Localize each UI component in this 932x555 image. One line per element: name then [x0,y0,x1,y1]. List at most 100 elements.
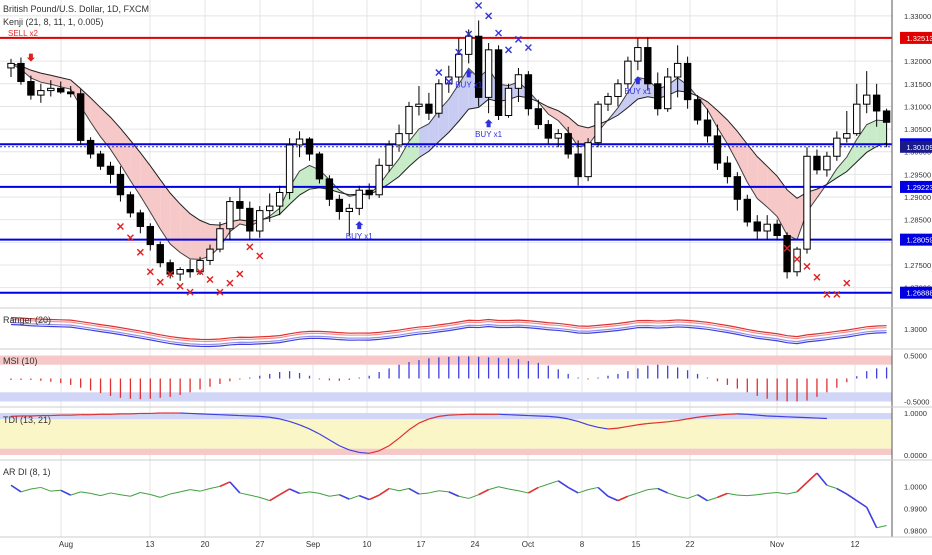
bearish-cross-marker [117,223,123,229]
ardi-line-segment [618,496,628,500]
buy-arrow-icon [355,221,363,229]
ardi-panel [11,473,887,528]
ardi-line-segment [290,489,300,493]
candle-body [655,84,661,109]
ardi-line-segment [538,484,548,487]
candle-body [446,77,452,84]
tdi-line-segment [608,428,618,429]
date-tick-label: 10 [363,540,372,549]
candle-body [565,134,571,154]
ranger-panel [11,318,887,347]
candle-body [127,195,133,213]
ardi-line-segment [319,493,329,496]
bullish-cross-marker [436,69,442,75]
ardi-line-segment [389,489,399,491]
candle-body [356,190,362,208]
tdi-line-segment [757,415,767,416]
candle-body [8,63,14,68]
buy-signal-label: BUY x1 [455,80,483,89]
candle-body [585,143,591,177]
ardi-line-segment [648,489,658,490]
date-tick-label: 22 [686,540,695,549]
ardi-line-segment [111,493,121,495]
price-tick-label: 1.28500 [904,216,931,225]
bullish-cross-marker [506,47,512,53]
ardi-line-segment [369,495,379,499]
candle-body [396,134,402,145]
price-tick-label: 1.33000 [904,12,931,21]
price-tick-label: 1.32000 [904,57,931,66]
candle-body [177,270,183,275]
msi-label: MSI (10) [3,356,38,366]
level-price-text: 1.32513 [906,34,932,43]
ardi-line-segment [518,491,528,493]
ardi-line-segment [180,490,190,492]
ardi-line-segment [837,489,847,495]
buy-signal-label: BUY x1 [475,130,503,139]
tdi-line-segment [260,416,270,417]
candle-body [426,104,432,113]
candle-body [97,154,103,166]
date-tick-label: 24 [471,540,480,549]
level-price-text: 1.30109 [906,143,932,152]
ardi-line-segment [130,493,140,497]
ardi-line-segment [449,492,459,496]
ardi-line-segment [270,495,280,501]
candle-body [326,179,332,199]
tdi-line-segment [708,415,718,416]
buy-signal-label: BUY x1 [624,87,652,96]
candle-body [456,54,462,77]
bearish-cross-marker [177,283,183,289]
date-tick-label: Aug [59,540,73,549]
bearish-cross-marker [237,271,243,277]
candle-body [684,63,690,99]
ardi-line-segment [509,489,519,491]
candle-body [774,224,780,235]
tdi-middle-band [0,419,892,448]
kenji-indicator-label: Kenji (21, 8, 11, 1, 0.005) [3,17,103,27]
ardi-line-segment [409,489,419,495]
candle-body [416,104,422,106]
bearish-cross-marker [844,280,850,286]
candle-body [864,95,870,104]
ardi-line-segment [250,495,260,497]
candle-body [346,208,352,211]
candle-body [77,94,83,141]
ardi-line-segment [120,495,130,497]
ardi-line-segment [867,507,877,527]
candle-body [525,75,531,109]
ardi-line-segment [757,493,767,494]
tdi-line-segment [717,414,727,415]
ardi-line-segment [568,487,578,493]
candle-body [814,156,820,170]
ardi-line-segment [588,487,598,489]
ardi-line-segment [260,497,270,500]
candle-body [286,145,292,193]
buy-signal-label: BUY x1 [346,232,374,241]
ardi-line-segment [349,496,359,500]
ardi-line-segment [160,494,170,497]
bearish-cross-marker [247,244,253,250]
bullish-cross-marker [496,30,502,36]
candle-body [58,88,64,92]
ardi-line-segment [678,496,688,498]
price-tick-label: 1.31500 [904,80,931,89]
date-tick-label: 20 [201,540,210,549]
date-tick-label: 17 [417,540,426,549]
ardi-line-segment [150,494,160,497]
candle-body [605,96,611,104]
ardi-line-segment [499,487,509,489]
ardi-tick-label: 0.9900 [904,504,927,513]
ardi-line-segment [857,501,867,508]
candle-body [784,236,790,272]
tdi-line-segment [548,416,558,417]
candle-body [844,134,850,139]
bullish-cross-marker [476,2,482,8]
ardi-tick-label: 0.9800 [904,526,927,535]
sell-signal-label: SELL x2 [8,29,38,38]
ardi-line-segment [101,493,111,496]
candle-body [635,48,641,62]
candle-body [276,193,282,207]
